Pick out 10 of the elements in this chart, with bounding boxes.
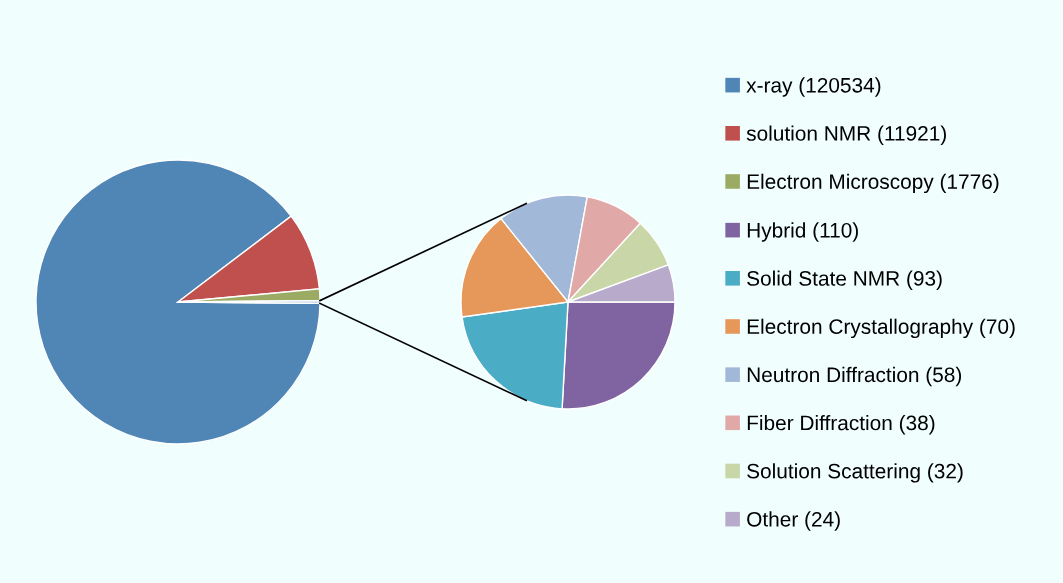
legend-label: Hybrid (110) xyxy=(747,222,858,242)
legend-label: Electron Crystallography (70) xyxy=(747,318,1015,339)
legend-label: solution NMR (11921) xyxy=(746,125,946,145)
legend-label: Solid State NMR (93) xyxy=(747,270,942,290)
legend-label: Fiber Diffraction (38) xyxy=(747,415,935,435)
legend-label: Solution Scattering (32) xyxy=(747,463,963,483)
legend-label: Electron Microscopy (1776) xyxy=(747,173,999,194)
legend-label: x-ray (120534) xyxy=(746,77,881,97)
legend-label: Neutron Diffraction (58) xyxy=(747,366,962,387)
legend-label: Other (24) xyxy=(747,511,840,531)
